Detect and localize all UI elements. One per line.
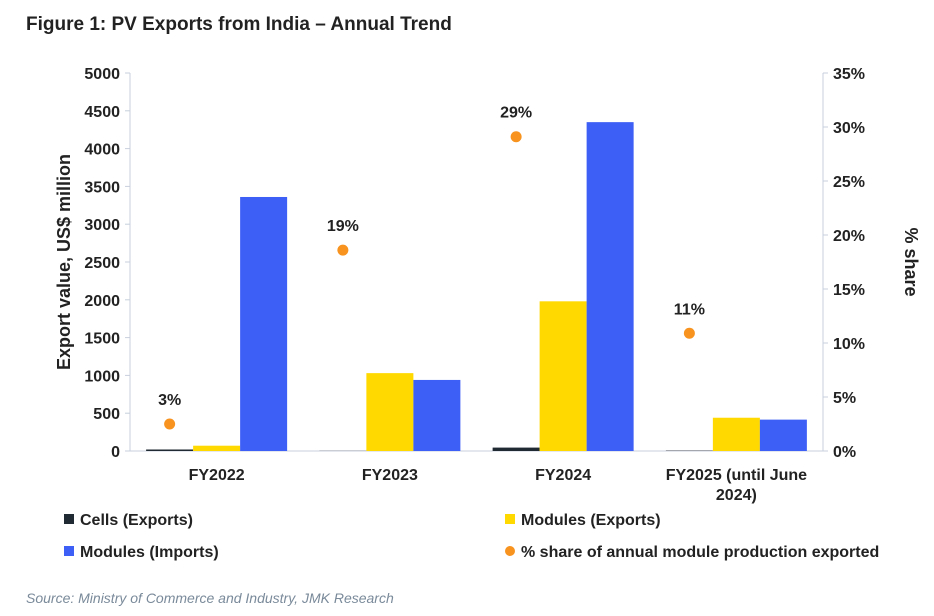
share-data-label: 29% — [500, 105, 532, 122]
share-data-label: 19% — [327, 218, 359, 235]
share-point — [337, 244, 349, 256]
x-tick-label: FY2022 — [189, 467, 245, 484]
y-tick-label: 1000 — [84, 368, 120, 385]
x-tick-label: FY2024 — [535, 467, 591, 484]
y2-tick-label: 25% — [833, 174, 865, 191]
share-point — [164, 418, 176, 430]
legend-label: Modules (Exports) — [521, 512, 661, 529]
legend-marker — [505, 514, 515, 524]
y2-axis-title: % share — [901, 227, 921, 296]
y-axis-title: Export value, US$ million — [54, 154, 74, 370]
bar-modules-exports- — [539, 301, 587, 451]
legend-marker — [505, 546, 515, 556]
bar-modules-imports- — [759, 419, 807, 451]
x-tick-label: FY2025 (until June — [666, 467, 807, 484]
y2-tick-label: 5% — [833, 390, 856, 407]
y2-tick-label: 35% — [833, 66, 865, 83]
share-data-label: 11% — [674, 301, 705, 318]
y2-tick-label: 30% — [833, 120, 865, 137]
legend-marker — [64, 514, 74, 524]
y-tick-label: 3500 — [84, 179, 120, 196]
share-point — [510, 131, 522, 143]
y-tick-label: 4500 — [84, 104, 120, 121]
legend-marker — [64, 546, 74, 556]
bar-modules-imports- — [413, 379, 461, 451]
y2-tick-label: 20% — [833, 228, 865, 245]
legend-label: Cells (Exports) — [80, 512, 193, 529]
bar-modules-imports- — [586, 122, 634, 451]
chart: 0 500 1000 1500 2000 2500 3000 3500 4000 4500 5000… — [54, 66, 921, 561]
source-note: Source: Ministry of Commerce and Industr… — [26, 590, 394, 606]
x-tick-label: FY2023 — [362, 467, 418, 484]
legend-label: % share of annual module production expo… — [521, 544, 879, 561]
figure-title: Figure 1: PV Exports from India – Annual… — [26, 14, 452, 35]
bar-modules-exports- — [193, 445, 241, 451]
x-tick-label: 2024) — [716, 487, 757, 504]
y-tick-label: 3000 — [84, 217, 120, 234]
share-point — [683, 327, 695, 339]
y-tick-label: 4000 — [84, 142, 120, 159]
y2-tick-label: 10% — [833, 336, 865, 353]
y-tick-label: 2000 — [84, 293, 120, 310]
y2-tick-label: 15% — [833, 282, 865, 299]
bar-modules-exports- — [712, 417, 760, 451]
y2-tick-label: 0% — [833, 444, 856, 461]
y-tick-label: 1500 — [84, 331, 120, 348]
y-tick-label: 500 — [93, 406, 120, 423]
y-tick-label: 5000 — [84, 66, 120, 83]
y-tick-label: 2500 — [84, 255, 120, 272]
share-data-label: 3% — [158, 392, 181, 409]
bar-modules-imports- — [240, 196, 288, 451]
bar-cells-exports- — [492, 447, 540, 451]
y-tick-label: 0 — [111, 444, 120, 461]
bar-cells-exports- — [146, 449, 194, 451]
legend-label: Modules (Imports) — [80, 544, 219, 561]
bar-modules-exports- — [366, 373, 414, 451]
